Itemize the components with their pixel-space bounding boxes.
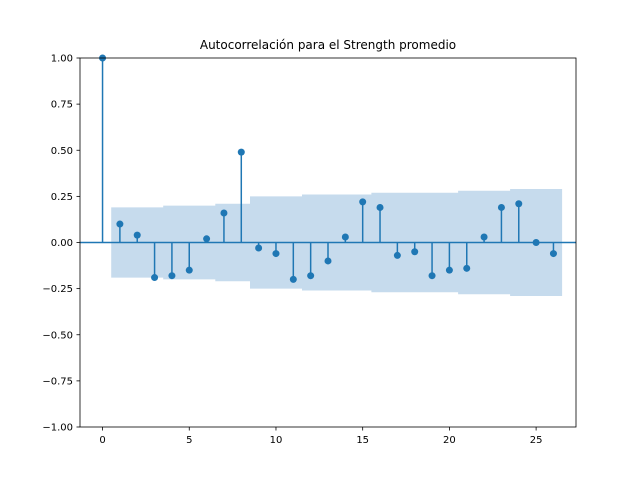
data-point xyxy=(480,233,488,241)
plot-area xyxy=(80,54,576,296)
data-point xyxy=(237,148,245,156)
chart-title: Autocorrelación para el Strength promedi… xyxy=(200,38,456,52)
data-point xyxy=(116,220,124,228)
y-tick-label: −0.50 xyxy=(42,330,73,341)
data-point xyxy=(307,272,315,280)
x-tick-label: 15 xyxy=(356,435,369,446)
data-point xyxy=(151,274,159,282)
y-tick-label: 0.25 xyxy=(51,192,73,203)
y-tick-label: −0.25 xyxy=(42,284,73,295)
axes: 0 5 10 15 20 25 1.00 0.75 0.50 0.25 0.00 −0.25 −0.50… xyxy=(42,54,577,446)
data-point xyxy=(497,203,505,211)
data-point xyxy=(203,235,211,243)
data-point xyxy=(185,266,193,274)
data-point xyxy=(515,200,523,208)
data-point xyxy=(359,198,367,206)
data-point xyxy=(255,244,263,252)
data-point xyxy=(341,233,349,241)
x-tick-label: 25 xyxy=(530,435,543,446)
data-point xyxy=(549,250,557,258)
data-point xyxy=(220,209,228,217)
data-point xyxy=(411,248,419,256)
data-point xyxy=(272,250,280,258)
data-point xyxy=(428,272,436,280)
data-point xyxy=(463,264,471,272)
y-tick-label: −1.00 xyxy=(42,423,73,434)
y-tick-label: 0.00 xyxy=(51,238,73,249)
y-tick-label: −0.75 xyxy=(42,376,73,387)
data-point xyxy=(445,266,453,274)
data-point xyxy=(532,239,540,246)
data-point xyxy=(133,231,141,239)
data-point xyxy=(289,275,297,283)
y-tick-label: 0.50 xyxy=(51,146,73,157)
data-point xyxy=(393,251,401,259)
data-point xyxy=(376,203,384,211)
data-point xyxy=(324,257,332,265)
x-tick-label: 20 xyxy=(443,435,456,446)
data-point xyxy=(168,272,176,280)
y-tick-label: 1.00 xyxy=(51,54,73,65)
x-tick-label: 5 xyxy=(186,435,192,446)
x-tick-label: 0 xyxy=(99,435,105,446)
x-tick-label: 10 xyxy=(270,435,283,446)
y-tick-label: 0.75 xyxy=(51,100,73,111)
